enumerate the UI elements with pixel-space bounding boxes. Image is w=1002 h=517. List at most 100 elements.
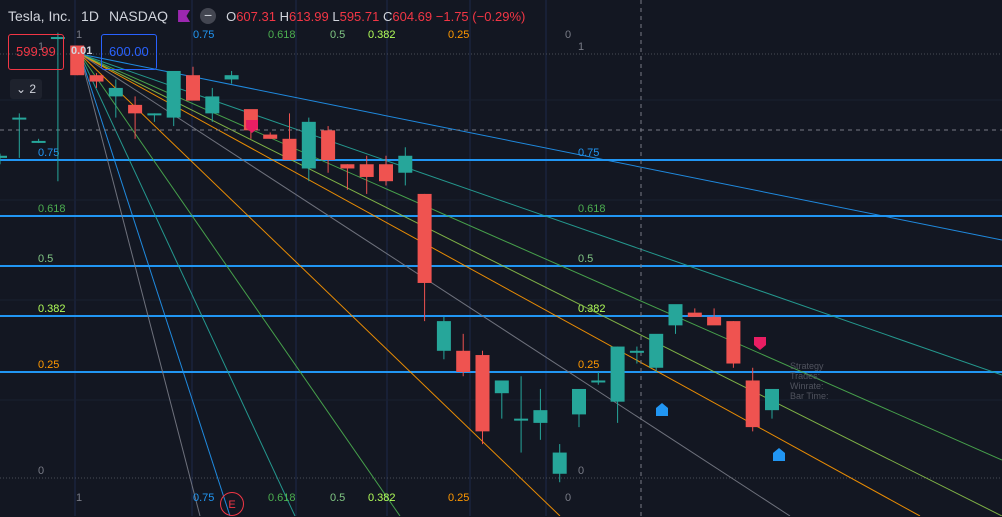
- stats-line: Bar Time:: [790, 391, 829, 401]
- fan-line: [79, 53, 401, 516]
- candle-body: [166, 70, 181, 118]
- fan-label: 0.382: [368, 29, 396, 41]
- change-value: −1.75 (−0.29%): [435, 8, 526, 24]
- fib-level-label: 0.5: [578, 253, 593, 265]
- candle-body: [533, 410, 548, 423]
- open-key: O: [226, 8, 237, 24]
- fan-label: 1: [76, 29, 82, 41]
- fib-level-label: 1: [578, 41, 584, 53]
- fan-label: 0.5: [330, 492, 345, 504]
- candle-body: [147, 113, 162, 116]
- candle-body: [417, 193, 432, 283]
- fib-level-label: 0.382: [38, 303, 66, 315]
- candle-body: [745, 380, 760, 428]
- spread-label: 0.01: [71, 45, 93, 57]
- candle-body: [0, 155, 7, 158]
- candle-body: [668, 304, 683, 326]
- fan-label: 0.5: [330, 29, 345, 41]
- low-key: L: [332, 8, 340, 24]
- collapse-icon[interactable]: −: [200, 8, 217, 24]
- candle-body: [379, 164, 393, 182]
- fan-line: [79, 53, 201, 516]
- fib-level-label: 1: [38, 41, 44, 53]
- stats-line: Strategy: [790, 361, 824, 371]
- fan-label: 0: [565, 492, 571, 504]
- fib-level-label: 0: [578, 465, 584, 477]
- fan-line: [79, 53, 1002, 461]
- fan-line: [79, 53, 921, 516]
- stats-line: Trades:: [790, 371, 821, 381]
- fan-line: [79, 53, 296, 516]
- sell-button[interactable]: 599.99: [8, 34, 64, 70]
- candle-body: [359, 164, 374, 177]
- fib-level-label: 0: [38, 465, 44, 477]
- fib-level-label: 0.382: [578, 303, 606, 315]
- fan-line: [79, 53, 791, 516]
- candle-body: [726, 321, 741, 364]
- candle-body: [263, 134, 278, 139]
- fib-level-label: 0.75: [38, 147, 59, 159]
- fan-label: 0.382: [368, 492, 396, 504]
- candle-body: [707, 316, 722, 326]
- fib-level-label: 0.25: [578, 359, 599, 371]
- candle-body: [591, 380, 606, 383]
- strategy-stats: Strategy Trades: Winrate: Bar Time:: [790, 361, 829, 401]
- fan-line: [79, 53, 1002, 376]
- symbol-title[interactable]: Tesla, Inc.: [8, 8, 72, 24]
- interval-label[interactable]: 1D: [81, 8, 99, 24]
- ohlc-values: O607.31 H613.99 L595.71 C604.69 −1.75 (−…: [226, 9, 525, 24]
- candle-body: [31, 140, 46, 143]
- candle-body: [456, 350, 471, 372]
- candle-body: [398, 155, 413, 173]
- fan-label: 0.618: [268, 492, 296, 504]
- fan-label: 1: [76, 492, 82, 504]
- fan-line: [79, 53, 1002, 516]
- low-value: 595.71: [339, 8, 380, 24]
- flag-icon[interactable]: [178, 10, 191, 22]
- candle-body: [205, 96, 220, 114]
- candle-body: [340, 164, 355, 169]
- open-value: 607.31: [236, 8, 276, 24]
- stats-line: Winrate:: [790, 381, 824, 391]
- fan-label: 0.75: [193, 492, 214, 504]
- candle-body: [224, 75, 239, 80]
- candle-body: [436, 321, 451, 351]
- fan-line: [79, 53, 1002, 241]
- buy-button[interactable]: 600.00: [101, 34, 157, 70]
- high-key: H: [279, 8, 289, 24]
- fan-label: 0.618: [268, 29, 296, 41]
- candle-body: [552, 452, 567, 474]
- buy-signal-icon: [773, 448, 785, 461]
- fan-label: 0.25: [448, 29, 469, 41]
- fan-label: 0.25: [448, 492, 469, 504]
- candle-body: [12, 117, 27, 120]
- candle-body: [301, 121, 316, 169]
- sell-signal-icon: [246, 120, 258, 133]
- close-value: 604.69: [392, 8, 433, 24]
- candle-body: [108, 87, 123, 97]
- exchange-label: NASDAQ: [108, 8, 169, 24]
- indicators-toggle[interactable]: ⌄ 2: [10, 79, 43, 99]
- earnings-event-icon[interactable]: E: [220, 492, 244, 516]
- candle-body: [572, 388, 586, 415]
- candle-body: [475, 355, 490, 432]
- fib-level-label: 0.25: [38, 359, 59, 371]
- fan-line: [79, 53, 231, 516]
- candle-body: [629, 350, 644, 353]
- candle-body: [514, 418, 529, 421]
- candle-body: [50, 37, 65, 40]
- candle-body: [321, 130, 336, 160]
- indicator-count: 2: [29, 82, 37, 96]
- candle-body: [128, 104, 143, 114]
- candle-body: [687, 312, 702, 317]
- fib-level-label: 0.5: [38, 253, 53, 265]
- buy-signal-icon: [656, 403, 668, 416]
- candle-body: [494, 380, 509, 394]
- fib-level-label: 0.618: [578, 203, 606, 215]
- fan-label: 0: [565, 29, 571, 41]
- symbol-header: Tesla, Inc. 1D NASDAQ − O607.31 H613.99 …: [8, 8, 525, 24]
- high-value: 613.99: [288, 8, 329, 24]
- candle-body: [186, 75, 200, 101]
